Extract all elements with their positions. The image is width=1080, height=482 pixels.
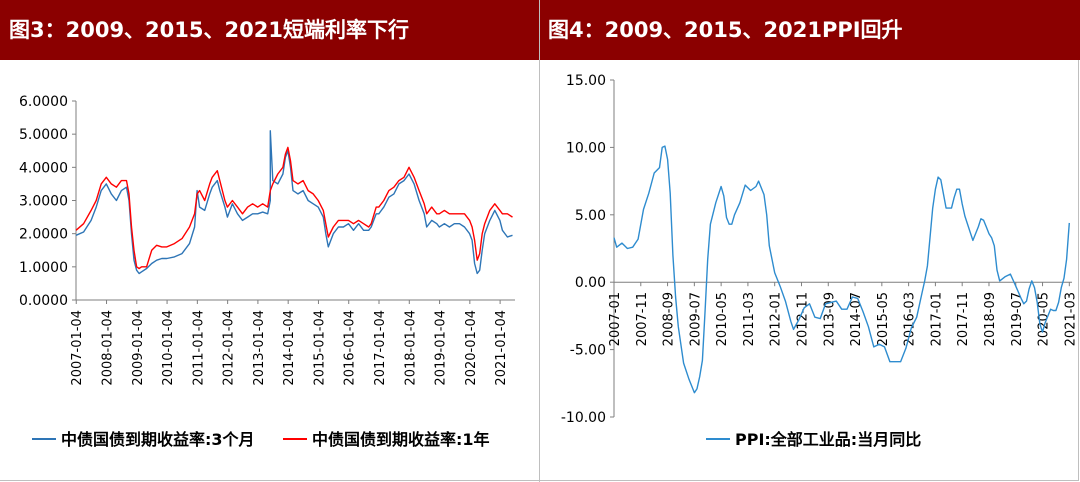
x-tick-label: 2009-01-04 <box>131 310 146 386</box>
y-tick-label: 1.0000 <box>19 260 68 276</box>
y-tick-label: 10.00 <box>566 140 606 156</box>
x-tick-label: 2018-09 <box>983 292 998 346</box>
y-tick-label: 15.00 <box>566 73 606 89</box>
y-tick-label: 6.0000 <box>19 94 68 110</box>
y-tick-label: 4.0000 <box>19 160 68 176</box>
x-tick-label: 2016-01-04 <box>343 310 358 386</box>
y-tick-label: 3.0000 <box>19 194 68 210</box>
x-tick-label: 2017-11 <box>956 292 971 346</box>
legend-label: 中债国债到期收益率:1年 <box>312 430 490 449</box>
x-tick-label: 2012-01-04 <box>222 310 237 386</box>
x-tick-label: 2013-01-04 <box>252 310 267 386</box>
x-tick-label: 2015-01-04 <box>312 310 327 386</box>
x-tick-label: 2009-07 <box>688 292 703 346</box>
x-tick-label: 2020-05 <box>1037 292 1052 346</box>
x-tick-label: 2021-01-04 <box>494 310 509 386</box>
bond-yield-line-chart: 0.0000 1.0000 2.0000 3.0000 4.0000 5.0000 6.00… <box>19 94 515 449</box>
series-line-1 <box>75 130 513 275</box>
x-tick-label: 2021-03 <box>1063 292 1078 346</box>
x-tick-label: 2011-01-04 <box>191 310 206 386</box>
y-tick-label: 0.00 <box>575 275 606 291</box>
x-tick-label: 2011-03 <box>742 292 757 346</box>
y-tick-label: -10.00 <box>561 410 606 426</box>
x-tick-label: 2019-01-04 <box>434 310 449 386</box>
x-tick-label: 2015-05 <box>876 292 891 346</box>
right-chart-title: 图4：2009、2015、2021PPI回升 <box>540 0 1080 60</box>
x-tick-label: 2008-01-04 <box>101 310 116 386</box>
series-line-2 <box>75 146 513 270</box>
y-tick-label: 2.0000 <box>19 227 68 243</box>
x-tick-label: 2016-03 <box>903 292 918 346</box>
y-tick-label: 0.0000 <box>19 293 68 309</box>
x-tick-label: 2019-07 <box>1010 292 1025 346</box>
x-tick-label: 2010-01-04 <box>161 310 176 386</box>
legend-label: 中债国债到期收益率:3个月 <box>61 430 255 449</box>
x-tick-label: 2010-05 <box>715 292 730 346</box>
x-tick-label: 2017-01 <box>929 292 944 346</box>
y-tick-label: -5.00 <box>570 343 606 359</box>
x-tick-label: 2018-01-04 <box>403 310 418 386</box>
x-tick-label: 2008-09 <box>662 292 677 346</box>
x-tick-label: 2020-01-04 <box>464 310 479 386</box>
series-line-1 <box>613 145 1070 394</box>
x-tick-label: 2012-01 <box>769 292 784 346</box>
left-chart-title: 图3：2009、2015、2021短端利率下行 <box>0 0 539 60</box>
x-tick-label: 2007-01 <box>608 292 623 346</box>
legend-label: PPI:全部工业品:当月同比 <box>735 430 921 449</box>
ppi-line-chart: -10.00 -5.00 0.00 5.00 10.00 15.00 2007-01 2007… <box>561 73 1078 449</box>
x-tick-label: 2013-09 <box>822 292 837 346</box>
x-tick-label: 2014-01-04 <box>282 310 297 386</box>
y-tick-label: 5.00 <box>575 208 606 224</box>
x-tick-label: 2007-01-04 <box>70 310 85 386</box>
x-tick-label: 2007-11 <box>635 292 650 346</box>
y-tick-label: 5.0000 <box>19 127 68 143</box>
panel-divider <box>539 0 540 482</box>
x-tick-label: 2012-11 <box>795 292 810 346</box>
x-tick-label: 2017-01-04 <box>373 310 388 386</box>
